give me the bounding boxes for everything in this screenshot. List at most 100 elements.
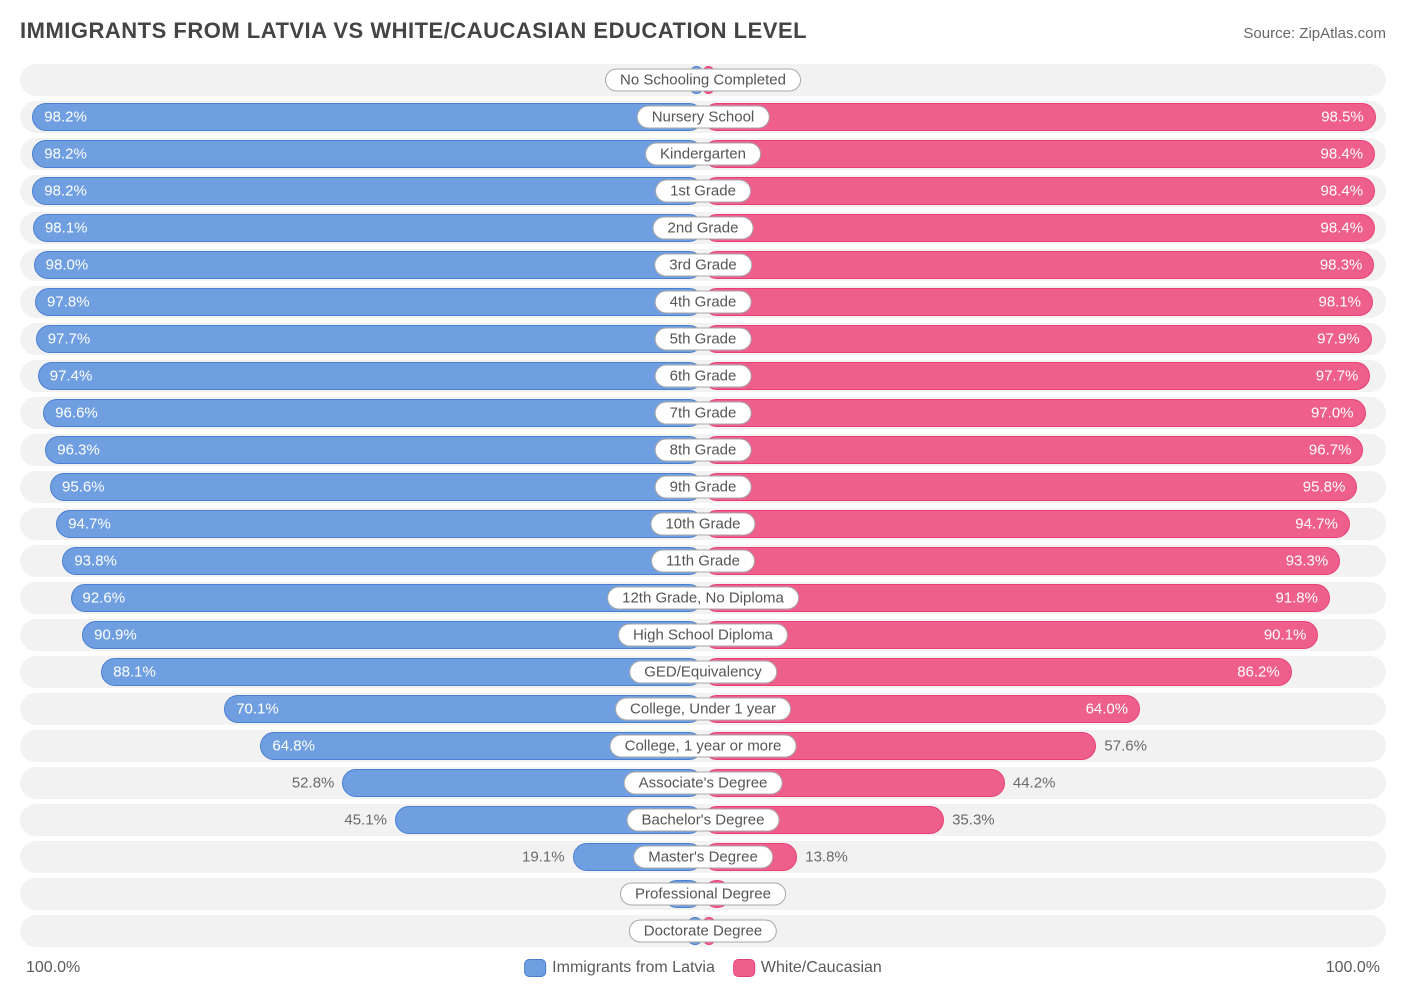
value-right: 86.2% [1237,664,1280,681]
chart-row: 64.8%57.6%College, 1 year or more [20,730,1386,762]
value-right: 91.8% [1275,590,1318,607]
chart-row: 5.8%4.1%Professional Degree [20,878,1386,910]
source-value: ZipAtlas.com [1299,25,1386,42]
value-left: 97.4% [50,368,93,385]
header: IMMIGRANTS FROM LATVIA VS WHITE/CAUCASIA… [20,18,1386,44]
legend: Immigrants from Latvia White/Caucasian [524,959,882,977]
chart-title: IMMIGRANTS FROM LATVIA VS WHITE/CAUCASIA… [20,18,807,44]
value-right: 98.4% [1321,220,1364,237]
value-right: 44.2% [1013,775,1056,792]
chart-row: 97.7%97.9%5th Grade [20,323,1386,355]
bar-left [35,288,703,316]
legend-swatch-left [524,959,546,977]
row-label: Master's Degree [633,846,773,869]
source-label: Source: [1243,25,1295,42]
chart-row: 90.9%90.1%High School Diploma [20,619,1386,651]
value-right: 94.7% [1295,516,1338,533]
bar-right [703,140,1375,168]
row-label: 2nd Grade [653,217,754,240]
chart-row: 97.8%98.1%4th Grade [20,286,1386,318]
bar-right [703,399,1366,427]
row-label: 10th Grade [650,513,755,536]
bar-right [703,214,1375,242]
value-left: 90.9% [94,627,137,644]
value-right: 64.0% [1086,701,1129,718]
row-label: College, 1 year or more [610,735,797,758]
bar-right [703,436,1363,464]
diverging-bar-chart: 1.9%1.6%No Schooling Completed98.2%98.5%… [20,64,1386,947]
row-label: 4th Grade [655,291,752,314]
chart-row: 98.2% 98.4% 1st Grade [20,175,1386,207]
value-right: 98.4% [1321,183,1364,200]
bar-left [36,325,703,353]
value-left: 93.8% [74,553,117,570]
chart-row: 88.1%86.2%GED/Equivalency [20,656,1386,688]
chart-row: 94.7% 94.7% 10th Grade [20,508,1386,540]
row-label: Kindergarten [645,143,761,166]
axis-right-max: 100.0% [1326,959,1380,977]
chart-row: 19.1% 13.8% Master's Degree [20,841,1386,873]
bar-right [703,621,1318,649]
value-right: 97.0% [1311,405,1354,422]
row-label: 6th Grade [655,365,752,388]
row-label: 5th Grade [655,328,752,351]
bar-right [703,251,1374,279]
chart-row: 98.2%98.5%Nursery School [20,101,1386,133]
row-label: 8th Grade [655,439,752,462]
value-left: 96.3% [57,442,100,459]
row-label: Bachelor's Degree [627,809,780,832]
row-label: Professional Degree [620,883,786,906]
row-label: 3rd Grade [654,254,752,277]
value-right: 35.3% [952,812,995,829]
chart-row: 96.3%96.7%8th Grade [20,434,1386,466]
chart-row: 95.6%95.8%9th Grade [20,471,1386,503]
row-label: 11th Grade [651,550,755,573]
row-label: College, Under 1 year [615,698,791,721]
value-left: 98.2% [44,109,87,126]
value-right: 13.8% [805,849,848,866]
value-right: 98.5% [1321,109,1364,126]
legend-item-right: White/Caucasian [733,959,882,977]
value-right: 57.6% [1104,738,1147,755]
value-right: 93.3% [1286,553,1329,570]
bar-right [703,177,1375,205]
legend-label-right: White/Caucasian [761,959,882,977]
bar-right [703,510,1350,538]
legend-row: 100.0% Immigrants from Latvia White/Cauc… [20,952,1386,984]
bar-left [33,214,703,242]
value-left: 95.6% [62,479,105,496]
bar-left [38,362,703,390]
value-right: 97.7% [1316,368,1359,385]
value-right: 90.1% [1264,627,1307,644]
chart-row: 93.8% 93.3% 11th Grade [20,545,1386,577]
value-left: 92.6% [83,590,126,607]
bar-right [703,362,1370,390]
value-left: 94.7% [68,516,111,533]
chart-row: 97.4% 97.7% 6th Grade [20,360,1386,392]
bar-left [32,177,703,205]
bar-left [32,103,703,131]
value-left: 98.2% [44,183,87,200]
source: Source: ZipAtlas.com [1243,25,1386,42]
row-label: 1st Grade [655,180,751,203]
bar-left [62,547,703,575]
bar-right [703,547,1340,575]
value-left: 70.1% [236,701,279,718]
axis-left-max: 100.0% [26,959,80,977]
legend-label-left: Immigrants from Latvia [552,959,715,977]
value-left: 19.1% [522,849,565,866]
value-left: 45.1% [344,812,387,829]
bar-right [703,473,1357,501]
bar-left [34,251,703,279]
row-label: Doctorate Degree [629,920,777,943]
bar-left [82,621,703,649]
value-left: 98.2% [44,146,87,163]
value-left: 98.1% [45,220,88,237]
chart-row: 96.6%97.0%7th Grade [20,397,1386,429]
chart-row: 52.8%44.2%Associate's Degree [20,767,1386,799]
bar-right [703,658,1292,686]
bar-right [703,103,1376,131]
value-left: 96.6% [55,405,98,422]
chart-row: 2.4%1.8%Doctorate Degree [20,915,1386,947]
bar-left [43,399,703,427]
